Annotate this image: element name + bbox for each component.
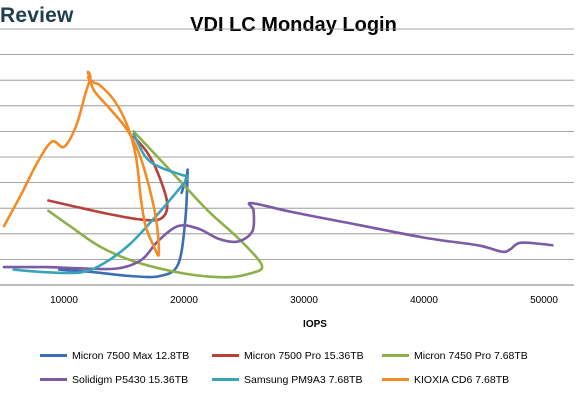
brand-logo: Review: [0, 4, 74, 27]
legend-label: Solidigm P5430 15.36TB: [72, 374, 189, 386]
legend-item: Solidigm P5430 15.36TB: [40, 374, 188, 386]
series-line-3: [47, 130, 264, 279]
legend-label: Micron 7500 Max 12.8TB: [72, 350, 190, 362]
legend-item: Micron 7500 Pro 15.36TB: [212, 350, 364, 362]
x-tick-labels: 10000 20000 30000 40000 50000: [50, 295, 558, 306]
chart-title: VDI LC Monday Login: [190, 14, 397, 36]
legend-label: Micron 7500 Pro 15.36TB: [244, 350, 364, 362]
legend-label: Samsung PM9A3 7.68TB: [244, 374, 363, 386]
gridlines: [0, 28, 574, 260]
legend-item: Micron 7450 Pro 7.68TB: [382, 350, 528, 362]
legend-swatch: [212, 353, 239, 357]
x-axis-label: IOPS: [303, 319, 327, 330]
series-line-6: [2, 70, 161, 257]
x-tick-label: 40000: [410, 295, 438, 306]
x-tick-label: 30000: [290, 295, 318, 306]
series-line-1: [57, 168, 189, 279]
series-line-5: [12, 132, 189, 275]
legend-swatch: [212, 377, 239, 381]
legend-item: Micron 7500 Max 12.8TB: [40, 350, 189, 362]
legend-item: KIOXIA CD6 7.68TB: [382, 374, 509, 386]
legend-swatch: [40, 353, 67, 357]
legend-label: KIOXIA CD6 7.68TB: [414, 374, 510, 386]
series-line-2: [47, 135, 169, 222]
x-tick-label: 10000: [50, 295, 78, 306]
legend-swatch: [382, 353, 409, 357]
x-tick-label: 50000: [530, 295, 558, 306]
x-tick-label: 20000: [170, 295, 198, 306]
legend-swatch: [382, 377, 409, 381]
series-line-4: [2, 201, 554, 271]
legend-label: Micron 7450 Pro 7.68TB: [414, 350, 528, 362]
legend-swatch: [40, 377, 67, 381]
legend-item: Samsung PM9A3 7.68TB: [212, 374, 362, 386]
series-lines: [2, 70, 554, 279]
